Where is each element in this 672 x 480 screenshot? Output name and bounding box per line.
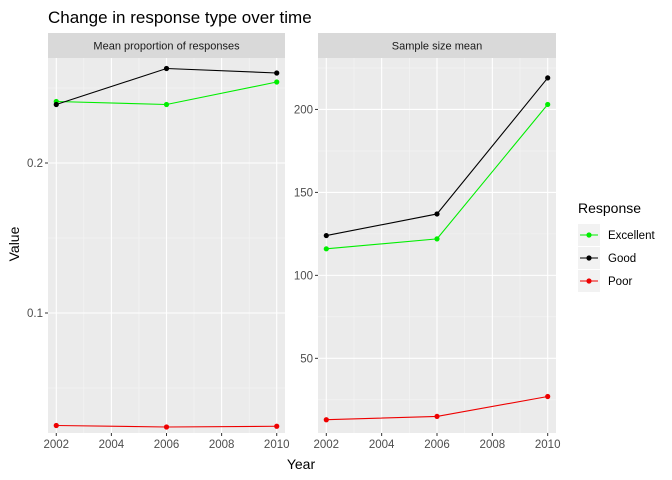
panel-strip: [48, 33, 285, 58]
x-tick-label: 2006: [154, 439, 180, 451]
y-tick-label: 200: [294, 104, 313, 116]
x-tick-label: 2008: [209, 439, 235, 451]
data-point-excellent: [274, 79, 280, 85]
panel-strip-label: Mean proportion of responses: [93, 41, 240, 53]
x-tick-label: 2004: [99, 439, 125, 451]
legend: Response Excellent Good Poor: [578, 200, 655, 292]
x-tick-label: 2010: [264, 439, 290, 451]
panel-strip-label: Sample size mean: [392, 41, 483, 53]
data-point-good: [434, 211, 440, 217]
data-point-excellent: [163, 101, 170, 108]
x-tick-label: 2002: [314, 439, 340, 451]
panel-strip: [318, 33, 556, 58]
data-point-poor: [163, 424, 170, 430]
data-point-poor: [545, 393, 551, 400]
data-point-poor: [53, 422, 59, 429]
x-tick-label: 2002: [43, 439, 69, 451]
data-point-poor: [323, 417, 329, 423]
x-tick-label: 2010: [535, 439, 561, 451]
data-point-excellent: [545, 101, 551, 108]
legend-key-point: [586, 278, 592, 284]
data-point-poor: [434, 413, 440, 420]
data-point-good: [545, 75, 551, 81]
y-tick-label: 100: [294, 270, 313, 282]
legend-key-point: [586, 232, 592, 238]
legend-key-point: [586, 255, 592, 261]
legend-label-poor: Poor: [608, 276, 632, 288]
y-axis-title: Value: [6, 226, 22, 261]
legend-label-excellent: Excellent: [608, 230, 655, 242]
data-point-poor: [274, 423, 280, 429]
data-point-good: [323, 232, 329, 239]
x-tick-label: 2006: [424, 439, 450, 451]
legend-title: Response: [578, 200, 641, 216]
x-tick-label: 2004: [369, 439, 395, 451]
y-tick-label: 0.1: [27, 308, 43, 320]
panel-mean-proportion: Mean proportion of responses 0.1 0.2 2002 20…: [27, 33, 290, 451]
data-point-excellent: [434, 236, 440, 242]
panel-sample-size: Sample size mean 50 100 150 200 2002 2004 2006 2…: [294, 33, 561, 451]
data-point-good: [274, 70, 280, 76]
legend-label-good: Good: [608, 253, 636, 265]
chart-title: Change in response type over time: [48, 8, 312, 27]
x-axis-title: Year: [287, 456, 316, 472]
data-point-good: [53, 101, 59, 108]
y-tick-label: 50: [300, 353, 313, 365]
x-tick-label: 2008: [480, 439, 506, 451]
y-tick-label: 0.2: [27, 158, 43, 170]
data-point-good: [163, 65, 170, 72]
data-point-excellent: [323, 246, 329, 252]
y-tick-label: 150: [294, 187, 313, 199]
